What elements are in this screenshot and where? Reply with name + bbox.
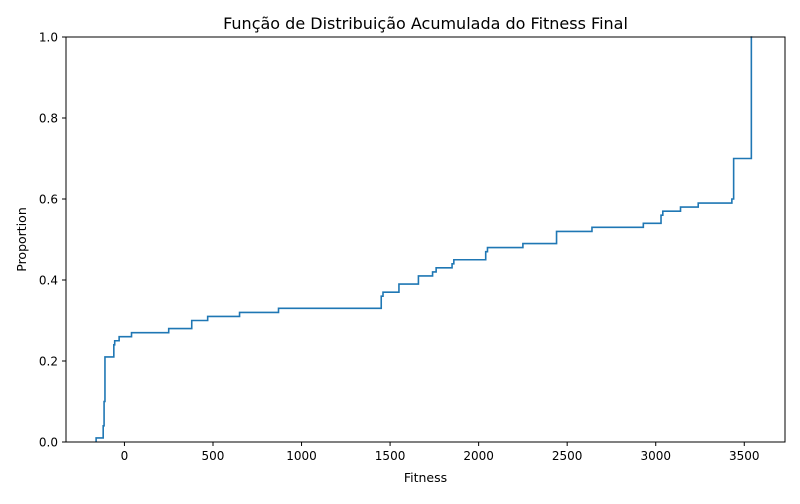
y-tick-label: 0.2 (39, 355, 58, 369)
y-tick-label: 0.8 (39, 112, 58, 126)
y-tick-label: 1.0 (39, 31, 58, 45)
ecdf-step-line (95, 36, 753, 442)
y-tick-label: 0.0 (39, 436, 58, 450)
x-tick-label: 3000 (640, 449, 671, 463)
x-tick-label: 3500 (729, 449, 760, 463)
x-tick-label: 2500 (552, 449, 583, 463)
x-tick-label: 1500 (375, 449, 406, 463)
y-axis-label: Proportion (14, 207, 29, 272)
y-tick-label: 0.6 (39, 193, 58, 207)
x-tick-label: 500 (202, 449, 225, 463)
y-axis-ticks: 0.0 0.2 0.4 0.6 0.8 1.0 (39, 31, 66, 450)
x-axis-ticks: 0 500 1000 1500 2000 2500 3000 3500 (121, 442, 760, 463)
x-tick-label: 0 (121, 449, 129, 463)
y-tick-label: 0.4 (39, 274, 58, 288)
chart-title: Função de Distribuição Acumulada do Fitn… (223, 14, 628, 33)
x-tick-label: 1000 (286, 449, 317, 463)
x-tick-label: 2000 (463, 449, 494, 463)
x-axis-label: Fitness (404, 470, 447, 485)
plot-area (95, 36, 753, 442)
axes-frame (65, 36, 786, 443)
